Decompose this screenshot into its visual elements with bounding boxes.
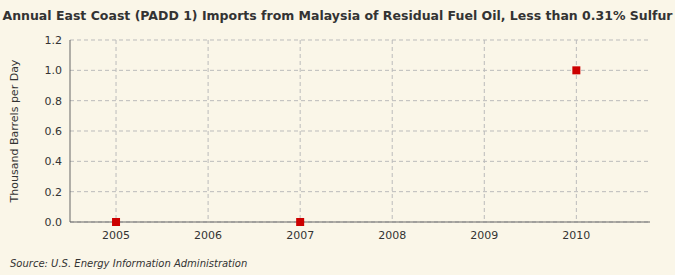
chart-container: Annual East Coast (PADD 1) Imports from … xyxy=(0,0,675,275)
y-tick-label: 1.0 xyxy=(45,64,63,77)
data-point xyxy=(296,218,304,226)
y-grid-line xyxy=(70,131,650,132)
x-tick-label: 2005 xyxy=(102,229,130,242)
x-tick-label: 2009 xyxy=(470,229,498,242)
x-grid-line xyxy=(208,40,209,222)
y-tick-label: 1.2 xyxy=(45,34,63,47)
x-grid-line xyxy=(392,40,393,222)
y-grid-line xyxy=(70,40,650,41)
y-tick-label: 0.0 xyxy=(45,216,63,229)
y-axis-label: Thousand Barrels per Day xyxy=(8,59,21,203)
y-tick-label: 0.4 xyxy=(45,155,63,168)
x-tick-label: 2010 xyxy=(562,229,590,242)
y-grid-line xyxy=(70,222,650,223)
y-axis-line xyxy=(70,40,71,222)
y-grid-line xyxy=(70,100,650,101)
x-tick-label: 2008 xyxy=(378,229,406,242)
data-point xyxy=(572,66,580,74)
grid xyxy=(70,40,650,222)
y-grid-line xyxy=(70,191,650,192)
y-tick-label: 0.6 xyxy=(45,125,63,138)
x-grid-line xyxy=(484,40,485,222)
title: Annual East Coast (PADD 1) Imports from … xyxy=(3,8,674,23)
points xyxy=(112,66,580,226)
chart-svg: Annual East Coast (PADD 1) Imports from … xyxy=(0,0,675,275)
x-tick-label: 2006 xyxy=(194,229,222,242)
x-axis-line xyxy=(70,222,650,223)
data-point xyxy=(112,218,120,226)
x-grid-line xyxy=(116,40,117,222)
y-grid-line xyxy=(70,161,650,162)
y-tick-label: 0.2 xyxy=(45,186,63,199)
y-tick-label: 0.8 xyxy=(45,95,63,108)
source-annotation: Source: U.S. Energy Information Administ… xyxy=(10,258,247,269)
x-grid-line xyxy=(300,40,301,222)
x-tick-label: 2007 xyxy=(286,229,314,242)
y-grid-line xyxy=(70,70,650,71)
